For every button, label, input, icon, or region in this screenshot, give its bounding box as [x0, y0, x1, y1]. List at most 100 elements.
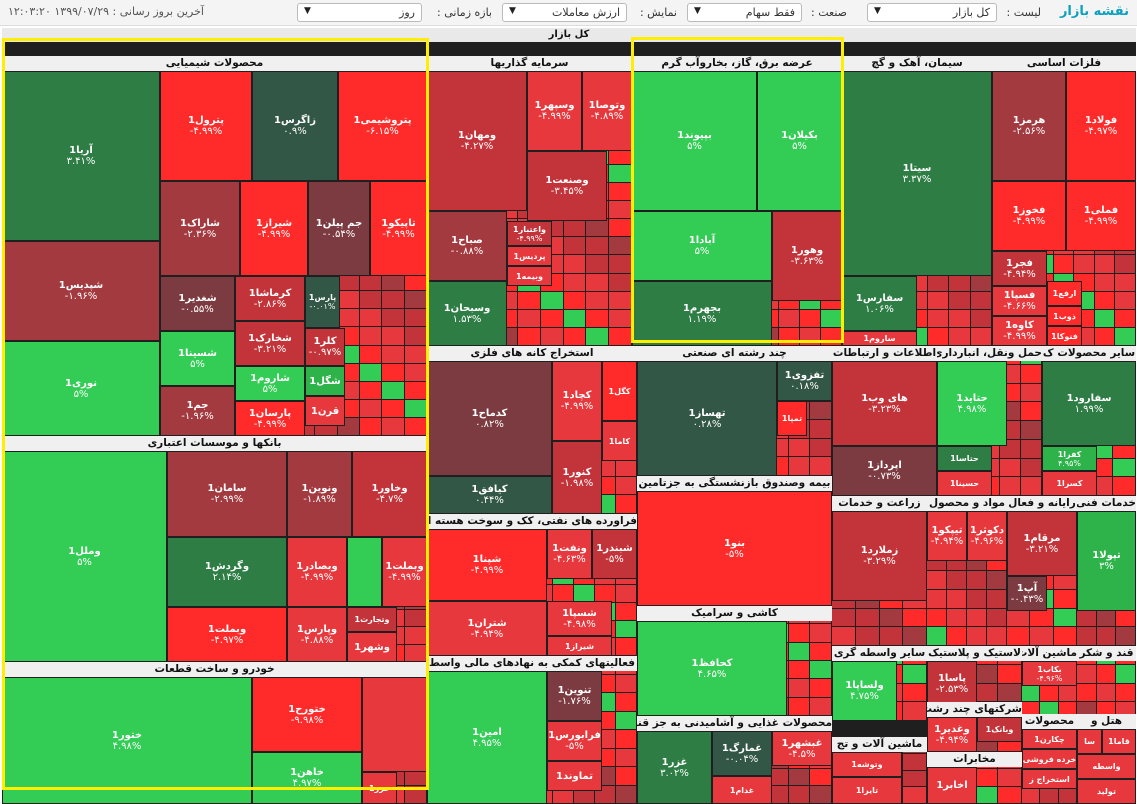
- period-select[interactable]: روز▼: [297, 3, 422, 22]
- minor-stock-tile[interactable]: [609, 328, 632, 346]
- sector-sugar[interactable]: قند و شکر: [1077, 646, 1136, 721]
- stock-tile[interactable]: ساروم1: [842, 331, 917, 346]
- stock-tile[interactable]: ومهان1-۴.۲۷%: [427, 71, 527, 211]
- stock-tile[interactable]: فسپا1-۴.۶۶%: [992, 286, 1047, 316]
- minor-stock-tile[interactable]: [338, 309, 360, 327]
- minor-stock-tile[interactable]: [880, 609, 904, 628]
- stock-tile[interactable]: شگل1: [305, 366, 345, 396]
- minor-stock-tile[interactable]: [1095, 255, 1116, 273]
- minor-stock-tile[interactable]: [1095, 310, 1116, 328]
- minor-stock-tile[interactable]: [1077, 684, 1097, 703]
- stock-tile[interactable]: مرقام1-۳.۲۱%: [1007, 511, 1077, 576]
- minor-stock-tile[interactable]: [1095, 292, 1116, 310]
- stock-tile[interactable]: شیراز1-۴.۹۹%: [240, 181, 308, 276]
- minor-stock-tile[interactable]: [1021, 477, 1042, 496]
- minor-stock-tile[interactable]: [1054, 255, 1075, 273]
- minor-stock-tile[interactable]: [789, 439, 811, 458]
- minor-stock-tile[interactable]: [856, 627, 880, 646]
- minor-stock-tile[interactable]: [518, 310, 541, 328]
- stock-tile[interactable]: خرده فروشی: [1022, 749, 1077, 769]
- minor-stock-tile[interactable]: [821, 310, 842, 328]
- stock-tile[interactable]: سا: [1077, 729, 1102, 754]
- minor-stock-tile[interactable]: [1007, 609, 1030, 628]
- minor-stock-tile[interactable]: [360, 309, 382, 327]
- minor-stock-tile[interactable]: [832, 627, 856, 646]
- minor-stock-tile[interactable]: [382, 418, 404, 436]
- minor-stock-tile[interactable]: [616, 730, 637, 749]
- stock-tile[interactable]: وبملت1-۴.۹۹%: [382, 537, 427, 607]
- minor-stock-tile[interactable]: [903, 771, 927, 788]
- minor-stock-tile[interactable]: [564, 292, 587, 310]
- minor-stock-tile[interactable]: [1021, 384, 1042, 403]
- minor-stock-tile[interactable]: [518, 328, 541, 346]
- stock-tile[interactable]: چکارن1: [1022, 729, 1077, 749]
- stock-tile[interactable]: قرن1: [305, 396, 345, 426]
- stock-tile[interactable]: وبصادر1-۴.۹۹%: [287, 537, 347, 607]
- minor-stock-tile[interactable]: [1021, 402, 1042, 421]
- minor-stock-tile[interactable]: [903, 665, 927, 684]
- minor-stock-tile[interactable]: [971, 310, 992, 328]
- minor-stock-tile[interactable]: [947, 627, 967, 646]
- minor-stock-tile[interactable]: [1000, 459, 1021, 478]
- stock-tile[interactable]: جم پیلن1-۰.۵۴%: [308, 181, 370, 276]
- stock-tile[interactable]: تاپیکو1-۴.۹۹%: [370, 181, 427, 276]
- stock-tile[interactable]: شخارک1-۳.۲۱%: [235, 321, 305, 366]
- minor-stock-tile[interactable]: [810, 661, 832, 679]
- minor-stock-tile[interactable]: [405, 786, 427, 804]
- stock-tile[interactable]: حسینا1: [937, 471, 992, 496]
- stock-tile[interactable]: وبیمه1: [507, 266, 552, 286]
- stock-tile[interactable]: [347, 537, 382, 607]
- stock-tile[interactable]: پارسان1-۴.۹۹%: [235, 401, 305, 436]
- minor-stock-tile[interactable]: [609, 201, 632, 219]
- stock-tile[interactable]: شغدیر1-۰.۵۵%: [160, 276, 235, 331]
- minor-stock-tile[interactable]: [810, 698, 832, 716]
- minor-stock-tile[interactable]: [1113, 459, 1137, 478]
- stock-tile[interactable]: اخابر1: [927, 767, 977, 804]
- minor-stock-tile[interactable]: [616, 749, 637, 768]
- minor-stock-tile[interactable]: [586, 310, 609, 328]
- stock-tile[interactable]: کلر1-۰.۹۷%: [305, 328, 345, 366]
- minor-stock-tile[interactable]: [609, 255, 632, 273]
- stock-tile[interactable]: ختورح1-۹.۹۸%: [252, 677, 362, 752]
- stock-tile[interactable]: وغدیر1-۴.۹۴%: [927, 717, 977, 752]
- stock-tile[interactable]: پترول1-۴.۹۹%: [160, 71, 252, 181]
- stock-tile[interactable]: تنوین1-۱.۷۶%: [547, 671, 602, 721]
- minor-stock-tile[interactable]: [405, 346, 427, 364]
- minor-stock-tile[interactable]: [1022, 684, 1040, 703]
- minor-stock-tile[interactable]: [1021, 440, 1042, 459]
- minor-stock-tile[interactable]: [616, 638, 637, 656]
- minor-stock-tile[interactable]: [971, 274, 992, 292]
- minor-stock-tile[interactable]: [564, 255, 587, 273]
- minor-stock-tile[interactable]: [360, 346, 382, 364]
- minor-stock-tile[interactable]: [1113, 477, 1137, 496]
- stock-tile[interactable]: تایرا1: [832, 777, 902, 804]
- minor-stock-tile[interactable]: [987, 590, 1007, 609]
- minor-stock-tile[interactable]: [789, 643, 811, 661]
- minor-stock-tile[interactable]: [586, 292, 609, 310]
- stock-tile[interactable]: فرابورس1-۵%: [547, 721, 602, 761]
- minor-stock-tile[interactable]: [928, 274, 949, 292]
- stock-tile[interactable]: ذوب1: [1047, 306, 1082, 326]
- stock-tile[interactable]: هرمز1-۲.۵۶%: [992, 71, 1066, 181]
- stock-tile[interactable]: کاوه1-۴.۹۹%: [992, 316, 1047, 346]
